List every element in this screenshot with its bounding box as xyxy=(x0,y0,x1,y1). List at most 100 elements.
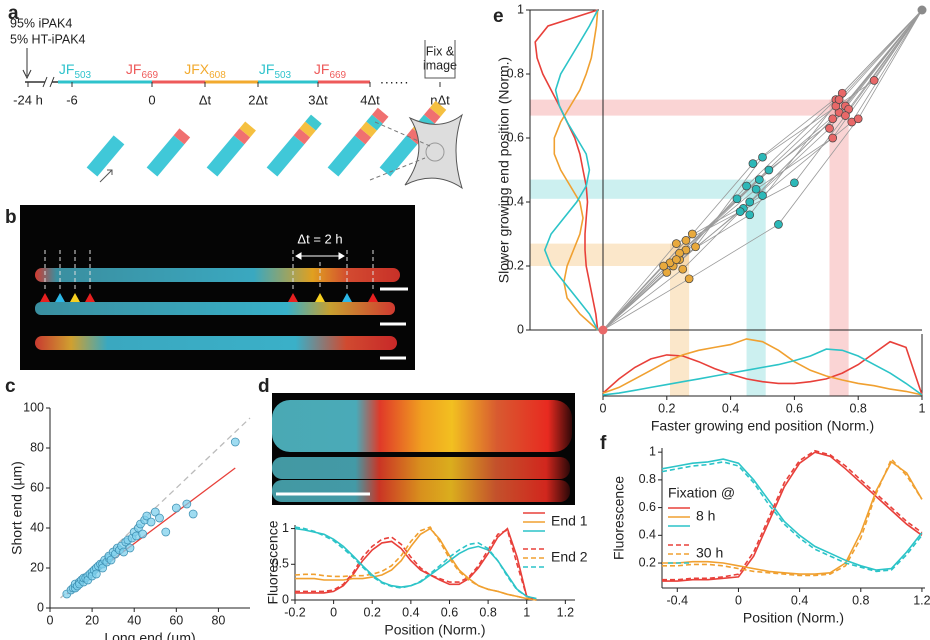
point xyxy=(155,513,164,523)
x-tick-label: 0 xyxy=(735,593,742,607)
x-tick-label: 0.8 xyxy=(850,401,867,415)
dye-name: JF xyxy=(126,61,142,77)
point xyxy=(188,509,198,519)
nucleus xyxy=(425,142,445,162)
point xyxy=(106,555,116,565)
timeline-label: -6 xyxy=(66,92,78,107)
zoom-lines xyxy=(369,121,431,181)
rod-tip xyxy=(371,107,389,124)
point xyxy=(687,229,697,239)
rod-tip xyxy=(305,114,322,131)
x-tick-label: 80 xyxy=(211,613,225,627)
rod xyxy=(379,135,418,177)
point xyxy=(125,543,135,553)
point xyxy=(91,569,101,579)
break xyxy=(42,76,55,88)
point xyxy=(659,261,668,271)
series-line xyxy=(661,458,923,571)
series-line xyxy=(602,348,923,396)
mix-label: 95% iPAK4 xyxy=(10,16,72,30)
point xyxy=(150,507,160,517)
series-line xyxy=(662,451,923,582)
mix-label: 5% HT-iPAK4 xyxy=(10,32,86,46)
rod xyxy=(146,135,185,177)
rod-tip xyxy=(293,128,311,145)
series-line xyxy=(662,457,923,577)
point xyxy=(758,191,767,200)
y-tick-label: 0.8 xyxy=(639,472,656,486)
point xyxy=(828,133,838,143)
rod-tip xyxy=(239,121,256,138)
timeline-label: -24 h xyxy=(13,92,43,107)
y-tick-label: 20 xyxy=(30,560,44,574)
band xyxy=(530,99,849,116)
legend-label: End 1 xyxy=(551,513,588,529)
rod xyxy=(206,135,245,177)
point xyxy=(230,437,240,447)
y-tick-label: 0.4 xyxy=(639,528,656,542)
y-tick-label: 1 xyxy=(282,521,289,535)
point xyxy=(672,239,681,248)
y-tick-label: 0.2 xyxy=(507,258,524,272)
series-line xyxy=(543,9,599,331)
point xyxy=(678,264,688,274)
point xyxy=(774,220,783,229)
rod xyxy=(266,135,305,177)
legend-title: Fixation @ xyxy=(668,485,735,501)
anchor-point xyxy=(598,325,608,335)
point xyxy=(828,114,838,124)
x-tick-label: 0.6 xyxy=(786,401,803,415)
panel-label: b xyxy=(5,207,17,228)
rod-tip xyxy=(299,121,316,138)
point xyxy=(748,159,758,168)
point xyxy=(732,194,742,204)
series-line xyxy=(294,526,537,601)
series-line xyxy=(662,449,923,581)
rod-tip xyxy=(354,128,372,145)
point xyxy=(138,529,147,539)
rod-tip xyxy=(429,100,447,117)
rod-cartoon xyxy=(86,135,125,177)
dye-sub: 503 xyxy=(274,70,291,81)
x-axis-title: Position (Norm.) xyxy=(384,622,485,638)
series-line xyxy=(295,528,537,601)
series-line xyxy=(602,340,923,396)
point xyxy=(745,210,755,220)
point xyxy=(751,184,761,194)
y-tick-label: 0.4 xyxy=(507,194,524,208)
x-tick-label: 0.4 xyxy=(791,593,808,607)
cell xyxy=(404,113,464,190)
rod-tip xyxy=(366,114,383,131)
series-line xyxy=(294,526,537,600)
rod-tip xyxy=(423,107,441,124)
ellipsis: ...... xyxy=(380,71,409,87)
y-tick-label: 80 xyxy=(30,440,44,454)
y-axis-title: Short end (µm) xyxy=(9,461,25,555)
x-tick-label: -0.2 xyxy=(284,605,306,619)
point xyxy=(691,242,700,252)
y-axis-title: Fluorescence xyxy=(265,520,281,604)
panel-label: e xyxy=(493,6,504,27)
x-tick-label: 1 xyxy=(523,605,530,619)
x-tick-label: 0 xyxy=(47,613,54,627)
dye-label: JF669 xyxy=(126,61,159,81)
interval-label: Δt = 2 h xyxy=(297,231,342,246)
x-axis-title: Position (Norm.) xyxy=(743,610,844,626)
dye-sub: 669 xyxy=(329,70,346,81)
x-axis-title: Long end (µm) xyxy=(104,630,195,640)
series-line xyxy=(295,527,537,601)
timeline-label: 2Δt xyxy=(248,92,268,107)
y-tick-label: 0.6 xyxy=(639,500,656,514)
point xyxy=(142,511,152,521)
point xyxy=(681,236,691,245)
x-tick-label: 1.2 xyxy=(913,593,930,607)
dye-name: JF xyxy=(59,61,75,77)
x-tick-label: 0.2 xyxy=(658,401,675,415)
point xyxy=(853,114,863,124)
x-tick-label: 0.2 xyxy=(364,605,381,619)
legend-label: End 2 xyxy=(551,549,588,565)
y-axis-title: Fluorescence xyxy=(611,476,627,560)
dye-sub: 503 xyxy=(74,70,91,81)
panel-label: f xyxy=(600,433,607,454)
growth-arrow xyxy=(99,169,113,183)
